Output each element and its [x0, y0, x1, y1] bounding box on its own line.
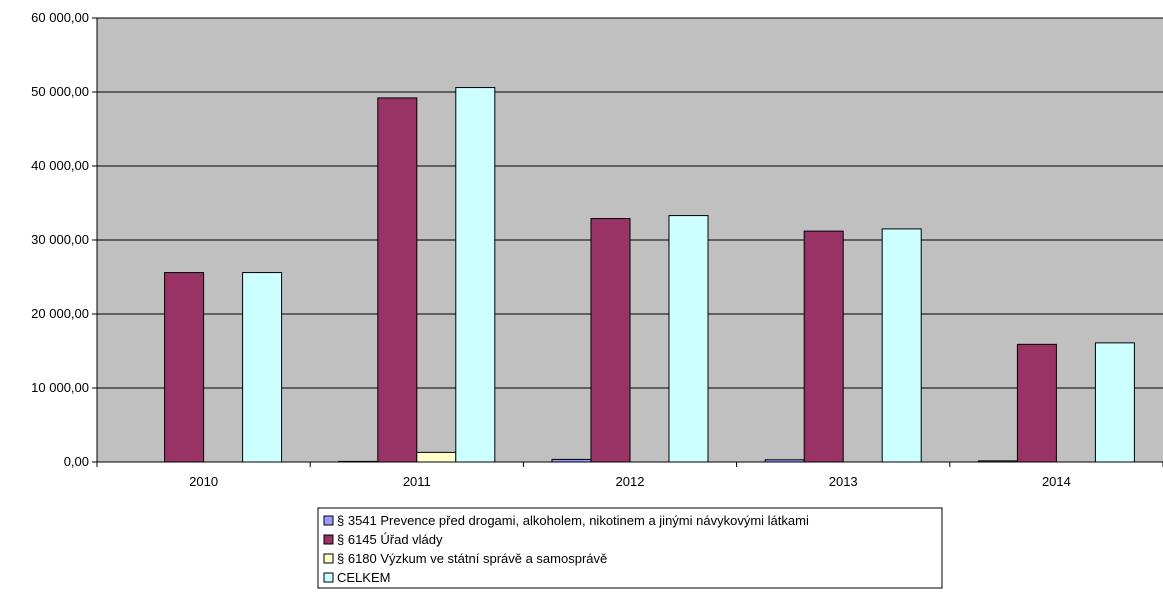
y-tick-label: 10 000,00	[31, 380, 89, 395]
bar	[377, 97, 418, 463]
x-axis: 2010 2011 2012 2013 2014	[96, 461, 1163, 489]
legend-box	[317, 507, 943, 589]
x-tick-label: 2011	[403, 474, 431, 489]
bar	[242, 272, 283, 463]
legend-swatch	[323, 515, 334, 526]
bar	[590, 218, 631, 463]
x-tick-label: 2010	[189, 474, 218, 489]
y-tick-label: 40 000,00	[31, 158, 89, 173]
legend-swatch	[323, 572, 334, 583]
bar	[1016, 343, 1057, 463]
bar	[881, 228, 922, 463]
bar	[416, 451, 457, 463]
legend-label: § 6180 Výzkum ve státní správě a samospr…	[337, 551, 607, 566]
y-tick-label: 30 000,00	[31, 232, 89, 247]
bars	[164, 87, 1135, 463]
legend-label: § 6145 Úřad vlády	[337, 532, 443, 547]
legend-swatch	[323, 553, 334, 564]
bar	[455, 87, 496, 463]
x-tick-label: 2013	[829, 474, 858, 489]
x-tick-label: 2014	[1042, 474, 1071, 489]
bar	[803, 230, 844, 463]
y-axis: 0,00 10 000,00 20 000,00 30 000,00 40 000,00…	[31, 10, 98, 469]
bar	[164, 272, 205, 463]
legend: § 3541 Prevence před drogami, alkoholem,…	[317, 507, 943, 589]
legend-swatch	[323, 534, 334, 545]
y-tick-label: 20 000,00	[31, 306, 89, 321]
bar	[668, 215, 709, 463]
x-tick-label: 2012	[616, 474, 645, 489]
legend-label: § 3541 Prevence před drogami, alkoholem,…	[337, 513, 809, 528]
y-tick-label: 0,00	[64, 454, 89, 469]
y-tick-label: 50 000,00	[31, 84, 89, 99]
bar	[1094, 342, 1135, 463]
legend-label: CELKEM	[337, 570, 390, 585]
y-tick-label: 60 000,00	[31, 10, 89, 25]
